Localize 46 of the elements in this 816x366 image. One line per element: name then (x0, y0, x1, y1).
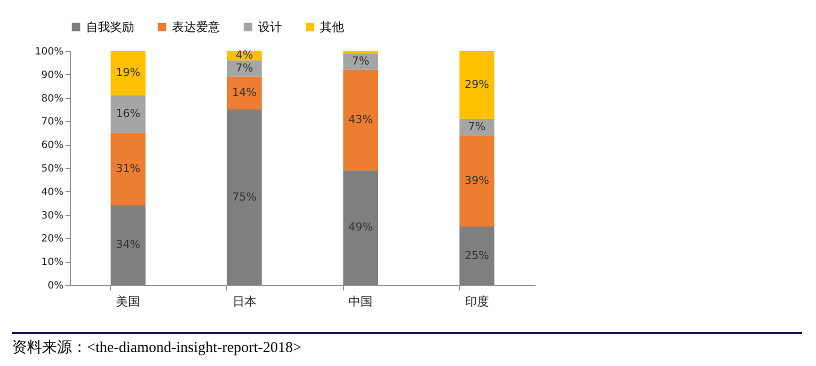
data-label: 43% (348, 113, 373, 126)
y-tick-label: 50% (41, 164, 64, 174)
y-tick-label: 10% (41, 257, 64, 268)
data-label: 19% (116, 66, 140, 80)
data-label: 34% (116, 238, 140, 252)
x-tick-label: 印度 (464, 294, 489, 308)
data-label: 7% (468, 120, 486, 134)
y-tick-label: 20% (41, 234, 64, 245)
data-label: 7% (352, 54, 370, 68)
bar (459, 135, 494, 226)
data-label: 49% (348, 220, 373, 234)
bar (110, 205, 146, 285)
data-label: 75% (232, 190, 257, 204)
bar (343, 170, 378, 285)
y-tick-label: 70% (41, 116, 64, 128)
bar (343, 70, 378, 170)
bar (226, 76, 262, 110)
y-tick-label: 80% (41, 93, 64, 104)
y-tick-label: 0% (48, 280, 64, 292)
legend-label: 其他 (320, 20, 344, 34)
data-label: 14% (232, 86, 257, 100)
bar (459, 51, 494, 119)
legend-label: 表达爱意 (172, 20, 220, 34)
legend-label: 设计 (258, 20, 282, 34)
data-label: 31% (116, 162, 140, 176)
y-tick-label: 100% (34, 46, 64, 58)
bar (110, 51, 146, 96)
legend-label: 自我奖励 (86, 20, 134, 34)
bar (226, 110, 262, 285)
y-tick-label: 60% (41, 140, 64, 152)
data-label: 29% (464, 78, 490, 91)
data-label: 4% (236, 48, 254, 62)
x-tick-label: 美国 (116, 294, 140, 308)
y-tick-label: 30% (41, 210, 64, 222)
data-label: 39% (464, 174, 490, 187)
data-label: 25% (464, 248, 490, 262)
data-label: 16% (116, 107, 140, 120)
y-tick-label: 40% (41, 186, 64, 198)
text: 资料来源：<the-diamond-insight-report-2018> (12, 332, 802, 357)
bar (110, 95, 146, 133)
bar (110, 132, 146, 206)
y-tick-label: 90% (41, 70, 64, 81)
x-tick-label: 日本 (232, 294, 256, 308)
bar (459, 226, 494, 285)
data-label: 7% (236, 62, 254, 75)
x-tick-label: 中国 (348, 294, 373, 308)
